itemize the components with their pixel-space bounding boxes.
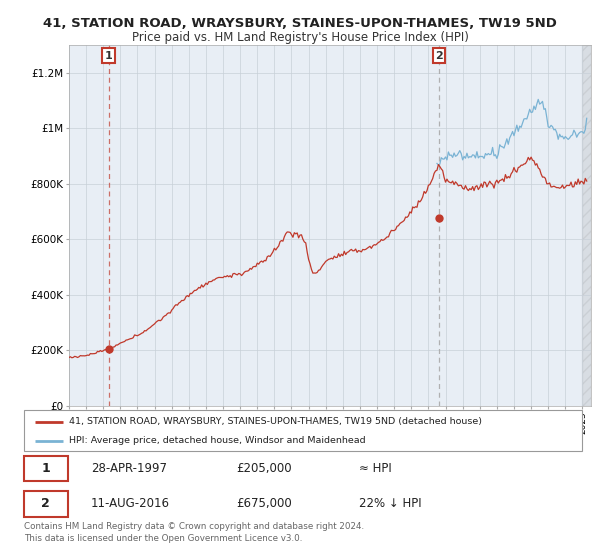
Text: 1: 1 (105, 51, 113, 61)
FancyBboxPatch shape (24, 410, 582, 451)
Text: 28-APR-1997: 28-APR-1997 (91, 462, 167, 475)
FancyBboxPatch shape (24, 491, 68, 517)
FancyBboxPatch shape (24, 455, 68, 481)
Text: 41, STATION ROAD, WRAYSBURY, STAINES-UPON-THAMES, TW19 5ND (detached house): 41, STATION ROAD, WRAYSBURY, STAINES-UPO… (68, 417, 482, 426)
Text: This data is licensed under the Open Government Licence v3.0.: This data is licensed under the Open Gov… (24, 534, 302, 543)
Text: HPI: Average price, detached house, Windsor and Maidenhead: HPI: Average price, detached house, Wind… (68, 436, 365, 445)
Text: 1: 1 (41, 462, 50, 475)
Text: 22% ↓ HPI: 22% ↓ HPI (359, 497, 421, 510)
Text: Price paid vs. HM Land Registry's House Price Index (HPI): Price paid vs. HM Land Registry's House … (131, 31, 469, 44)
Text: 2: 2 (435, 51, 443, 61)
Text: 11-AUG-2016: 11-AUG-2016 (91, 497, 170, 510)
Text: 2: 2 (41, 497, 50, 510)
Text: £205,000: £205,000 (236, 462, 292, 475)
Text: 41, STATION ROAD, WRAYSBURY, STAINES-UPON-THAMES, TW19 5ND: 41, STATION ROAD, WRAYSBURY, STAINES-UPO… (43, 17, 557, 30)
Text: £675,000: £675,000 (236, 497, 292, 510)
Text: Contains HM Land Registry data © Crown copyright and database right 2024.: Contains HM Land Registry data © Crown c… (24, 522, 364, 531)
Text: ≈ HPI: ≈ HPI (359, 462, 392, 475)
Bar (583, 45, 591, 406)
